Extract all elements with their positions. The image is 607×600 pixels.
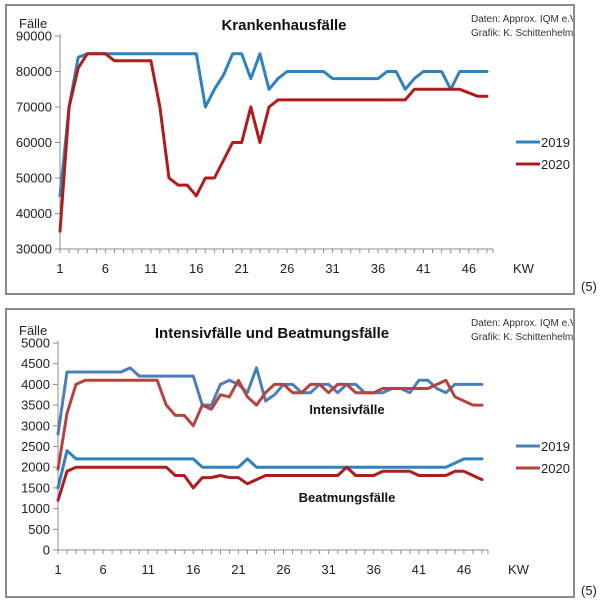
footnote-ref-bottom: (5) [581, 583, 597, 598]
x-tick-label: 1 [56, 261, 63, 276]
series-line-2020 [58, 52, 489, 233]
series-line-2020-intensivfaelle [56, 378, 484, 471]
y-tick-label: 2500 [21, 439, 50, 454]
y-tick-label: 4500 [21, 356, 50, 371]
annotation-intensivfaelle: Intensivfälle [309, 402, 384, 417]
series-line-2019-intensivfaelle [56, 366, 484, 436]
y-tick-label: 60000 [16, 135, 52, 150]
y-tick-label: 1000 [21, 501, 50, 516]
x-tick-label: 16 [189, 261, 203, 276]
y-tick-label: 70000 [16, 100, 52, 115]
source-graphic-text: Grafik: K. Schittenhelm [471, 28, 573, 39]
x-tick-label: 31 [325, 261, 339, 276]
legend-label-2019: 2019 [541, 135, 570, 150]
y-tick-label: 2000 [21, 460, 50, 475]
source-data-text: Daten: Approx. IQM e.V. [471, 14, 573, 25]
x-tick-label: 1 [54, 562, 61, 577]
x-tick-label: 46 [462, 261, 476, 276]
y-tick-label: 4000 [21, 377, 50, 392]
legend-label-2020: 2020 [541, 461, 570, 476]
source-graphic-text: Grafik: K. Schittenhelm [471, 332, 573, 343]
x-axis-label: KW [508, 562, 530, 577]
x-tick-label: 16 [186, 562, 200, 577]
y-tick-label: 5000 [21, 336, 50, 351]
y-tick-label: 90000 [16, 29, 52, 44]
series-line-2019 [58, 52, 489, 198]
series-line-2020-beatmungsfaelle [56, 465, 484, 502]
y-tick-label: 3000 [21, 418, 50, 433]
x-tick-label: 26 [280, 261, 294, 276]
chart-panel-intensiv-beatmung: 0 500 1000 1500 2000 2500 3000 3500 4000 4500 5000… [5, 308, 575, 598]
x-tick-label: 6 [102, 261, 109, 276]
x-tick-label: 31 [321, 562, 335, 577]
y-tick-label: 3500 [21, 398, 50, 413]
chart-intensiv-beatmung: 0 500 1000 1500 2000 2500 3000 3500 4000 4500 5000… [19, 318, 573, 577]
chart-title: Krankenhausfälle [221, 17, 346, 34]
series-line-2019-beatmungsfaelle [56, 449, 484, 490]
y-tick-label: 40000 [16, 206, 52, 221]
legend-label-2019: 2019 [541, 439, 570, 454]
y-tick-label: 0 [43, 543, 50, 558]
chart-panel-krankenhausfaelle: 30000 40000 50000 60000 70000 80000 90000 1 6 11 1… [5, 4, 575, 295]
y-axis-label: Fälle [19, 323, 47, 338]
x-tick-label: 11 [144, 261, 158, 276]
x-tick-label: 41 [416, 261, 430, 276]
y-tick-label: 50000 [16, 171, 52, 186]
x-tick-label: 46 [457, 562, 471, 577]
x-tick-label: 36 [371, 261, 385, 276]
x-tick-label: 21 [234, 261, 248, 276]
footnote-ref-top: (5) [581, 279, 597, 294]
y-tick-label: 80000 [16, 64, 52, 79]
legend-label-2020: 2020 [541, 157, 570, 172]
x-tick-label: 21 [231, 562, 245, 577]
x-tick-label: 11 [141, 562, 155, 577]
y-axis-label: Fälle [19, 16, 47, 31]
y-tick-label: 500 [28, 522, 50, 537]
x-tick-label: 26 [276, 562, 290, 577]
x-axis-label: KW [513, 261, 535, 276]
x-tick-label: 36 [367, 562, 381, 577]
x-tick-label: 6 [99, 562, 106, 577]
source-data-text: Daten: Approx. IQM e.V. [471, 318, 573, 329]
y-tick-label: 1500 [21, 480, 50, 495]
annotation-beatmungsfaelle: Beatmungsfälle [299, 490, 396, 505]
chart-title: Intensivfälle und Beatmungsfälle [155, 325, 389, 342]
y-tick-label: 30000 [16, 242, 52, 257]
x-tick-label: 41 [412, 562, 426, 577]
